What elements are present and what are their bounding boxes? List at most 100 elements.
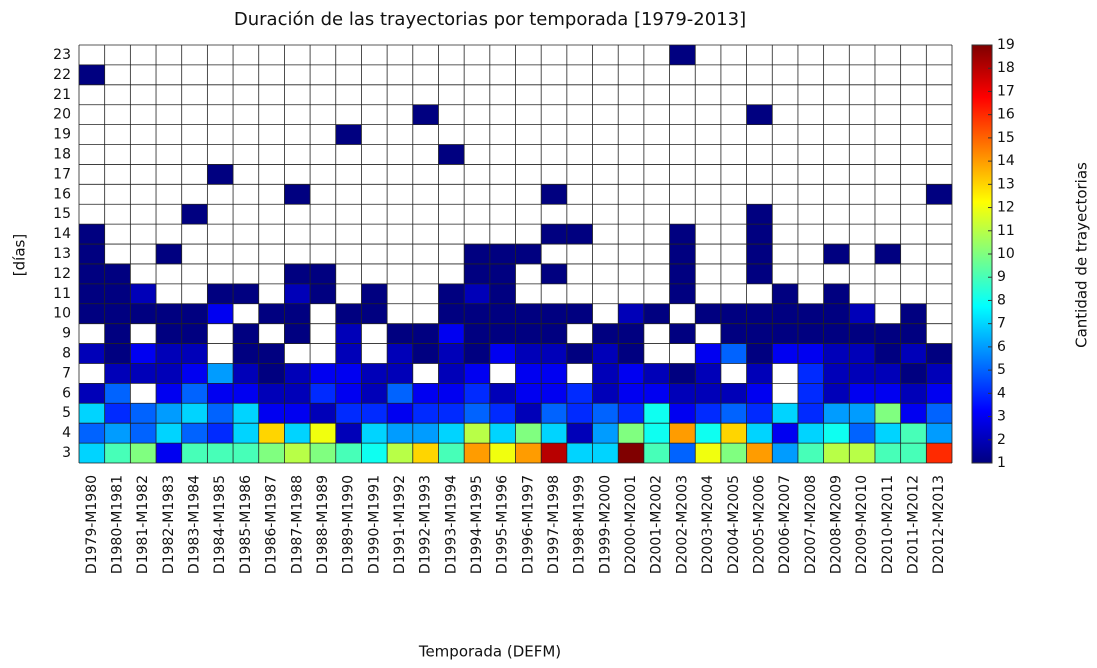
heatmap-cell bbox=[412, 323, 439, 344]
heatmap-cell bbox=[464, 303, 490, 324]
x-tick-label: D2009-M2010 bbox=[854, 475, 870, 574]
heatmap-cell bbox=[695, 303, 721, 324]
heatmap-cell bbox=[412, 443, 439, 463]
heatmap-cell bbox=[566, 443, 593, 463]
heatmap-cell bbox=[797, 403, 824, 424]
heatmap-cell bbox=[720, 323, 747, 344]
heatmap-cell bbox=[258, 343, 285, 364]
x-tick-label: D1979-M1980 bbox=[84, 475, 100, 574]
x-tick-label: D2002-M2003 bbox=[674, 475, 690, 574]
heatmap-cell bbox=[464, 263, 490, 284]
heatmap-cell bbox=[284, 383, 311, 404]
heatmap-cell bbox=[643, 383, 670, 404]
x-tick-label: D1995-M1996 bbox=[495, 475, 511, 574]
heatmap-cell bbox=[618, 323, 644, 344]
heatmap-cell bbox=[823, 423, 850, 444]
heatmap-cell bbox=[643, 363, 670, 384]
colorbar-tick-label: 19 bbox=[997, 37, 1015, 53]
heatmap-cell bbox=[104, 303, 131, 324]
heatmap-cell bbox=[746, 363, 773, 384]
heatmap-cell bbox=[746, 224, 773, 245]
heatmap-cell bbox=[79, 423, 105, 444]
heatmap-cell bbox=[669, 403, 696, 424]
heatmap-cell bbox=[489, 383, 516, 404]
heatmap-cell bbox=[438, 403, 465, 424]
heatmap-cell bbox=[361, 443, 388, 463]
heatmap-cell bbox=[207, 164, 234, 185]
heatmap-cell bbox=[387, 383, 413, 404]
heatmap-cell bbox=[361, 363, 388, 384]
x-tick-label: D1990-M1991 bbox=[366, 475, 382, 574]
heatmap-cell bbox=[104, 363, 131, 384]
heatmap-cell bbox=[669, 383, 696, 404]
heatmap-cell bbox=[797, 363, 824, 384]
heatmap-cell bbox=[310, 403, 336, 424]
heatmap-cell bbox=[669, 244, 696, 264]
heatmap-cell bbox=[695, 403, 721, 424]
heatmap-cell bbox=[695, 343, 721, 364]
heatmap-cell bbox=[181, 423, 208, 444]
heatmap-cell bbox=[541, 443, 567, 463]
colorbar-tick-label: 16 bbox=[997, 107, 1015, 123]
heatmap-cell bbox=[361, 403, 388, 424]
heatmap-cell bbox=[438, 283, 465, 304]
heatmap-cell bbox=[874, 363, 901, 384]
x-tick-label: D1996-M1997 bbox=[520, 475, 536, 574]
heatmap-cell bbox=[849, 343, 875, 364]
heatmap-cell bbox=[926, 383, 952, 404]
heatmap-cell bbox=[720, 423, 747, 444]
heatmap-cell bbox=[130, 403, 157, 424]
heatmap-cell bbox=[156, 343, 182, 364]
heatmap-cell bbox=[669, 224, 696, 245]
heatmap-cell bbox=[284, 283, 311, 304]
heatmap-cell bbox=[849, 383, 875, 404]
colorbar-tick-label: 17 bbox=[997, 83, 1015, 99]
heatmap-cell bbox=[823, 303, 850, 324]
heatmap-cell bbox=[104, 443, 131, 463]
y-tick-label: 20 bbox=[53, 107, 71, 123]
heatmap-cell bbox=[695, 423, 721, 444]
heatmap-cell bbox=[900, 443, 927, 463]
heatmap-cell bbox=[592, 343, 619, 364]
heatmap-cell bbox=[900, 423, 927, 444]
colorbar-tick-label: 13 bbox=[997, 176, 1015, 192]
y-tick-label: 11 bbox=[53, 286, 71, 302]
heatmap-cell bbox=[900, 383, 927, 404]
heatmap-cell bbox=[104, 263, 131, 284]
heatmap-cell bbox=[181, 383, 208, 404]
heatmap-cell bbox=[464, 283, 490, 304]
heatmap-cell bbox=[361, 283, 388, 304]
heatmap-cell bbox=[592, 403, 619, 424]
heatmap-cell bbox=[900, 403, 927, 424]
colorbar-tick-label: 4 bbox=[997, 385, 1006, 401]
heatmap-cell bbox=[592, 423, 619, 444]
y-tick-label: 17 bbox=[53, 166, 71, 182]
heatmap-cell bbox=[566, 403, 593, 424]
heatmap-cell bbox=[489, 263, 516, 284]
heatmap-cell bbox=[79, 283, 105, 304]
heatmap-cell bbox=[412, 403, 439, 424]
y-tick-label: 6 bbox=[62, 385, 71, 401]
heatmap-cell bbox=[874, 323, 901, 344]
x-tick-label: D1981-M1982 bbox=[135, 475, 151, 574]
y-tick-label: 12 bbox=[53, 266, 71, 282]
heatmap-cell bbox=[541, 403, 567, 424]
colorbar-tick-label: 2 bbox=[997, 432, 1006, 448]
heatmap-cell bbox=[772, 423, 798, 444]
heatmap-cell bbox=[310, 383, 336, 404]
colorbar-tick-label: 5 bbox=[997, 362, 1006, 378]
heatmap-cell bbox=[207, 403, 234, 424]
heatmap-cell bbox=[874, 244, 901, 264]
heatmap-cell bbox=[797, 383, 824, 404]
x-tick-label: D2006-M2007 bbox=[777, 475, 793, 574]
x-tick-label: D1980-M1981 bbox=[110, 475, 126, 574]
heatmap-cell bbox=[926, 343, 952, 364]
heatmap-cell bbox=[566, 423, 593, 444]
heatmap-cell bbox=[746, 403, 773, 424]
heatmap-cell bbox=[412, 104, 439, 125]
heatmap-cell bbox=[669, 363, 696, 384]
heatmap-cell bbox=[104, 283, 131, 304]
heatmap-cell bbox=[823, 343, 850, 364]
heatmap-cell bbox=[335, 423, 362, 444]
heatmap-cell bbox=[797, 443, 824, 463]
